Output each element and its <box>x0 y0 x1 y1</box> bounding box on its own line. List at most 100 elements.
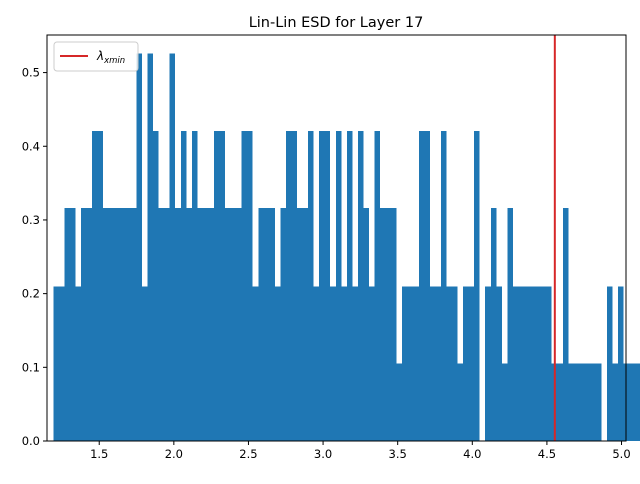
histogram-bar <box>75 286 82 441</box>
histogram-bar <box>391 208 397 441</box>
histogram-bar <box>197 208 203 441</box>
histogram-bar <box>247 130 253 441</box>
x-tick-label: 3.0 <box>314 447 332 461</box>
x-tick-label: 2.5 <box>239 447 257 461</box>
histogram-bar <box>612 363 619 441</box>
histogram-bar <box>64 208 71 441</box>
histogram-bar <box>213 130 220 441</box>
histogram-bar <box>86 208 93 441</box>
histogram-bar <box>584 363 591 441</box>
histogram-bar <box>103 208 109 441</box>
histogram-bar <box>297 208 303 441</box>
histogram-bar <box>573 363 580 441</box>
histogram-bar <box>518 286 525 441</box>
histogram-bar <box>413 286 419 441</box>
histogram-bar <box>496 286 502 441</box>
histogram-bar <box>352 286 358 441</box>
y-tick-label: 0.2 <box>22 287 40 301</box>
histogram-bar <box>108 208 115 441</box>
histogram-bar <box>263 208 270 441</box>
histogram-bar <box>590 363 596 441</box>
histogram-bar <box>374 130 381 441</box>
histogram-bar <box>507 208 513 441</box>
histogram-bar <box>607 286 613 441</box>
histogram-bar <box>164 208 170 441</box>
histogram-bar <box>175 208 181 441</box>
histogram-bar <box>446 286 453 441</box>
histogram-bar <box>435 286 441 441</box>
histogram-bar <box>125 208 131 441</box>
histogram-bar <box>396 363 403 441</box>
histogram-bar <box>618 286 624 441</box>
histogram-bar <box>579 363 585 441</box>
histogram-bar <box>136 53 142 441</box>
histogram-bar <box>463 286 469 441</box>
legend: λxmin <box>53 41 139 72</box>
histogram-bar <box>512 286 519 441</box>
histogram-bar <box>302 208 309 441</box>
histogram-bar <box>540 286 547 441</box>
histogram-bar <box>130 208 137 441</box>
histogram-bar <box>452 286 458 441</box>
histogram-bar <box>53 286 59 441</box>
histogram-bar <box>324 130 331 441</box>
legend-label-subscript: xmin <box>103 56 125 66</box>
legend-label: λxmin <box>96 49 125 66</box>
histogram-bar <box>524 286 530 441</box>
histogram-bar <box>186 208 192 441</box>
y-tick-label: 0.0 <box>22 434 40 448</box>
histogram-bar <box>319 130 325 441</box>
y-tick-label: 0.5 <box>22 66 40 80</box>
histogram-bar <box>236 208 242 441</box>
histogram-bar <box>474 130 480 441</box>
histogram-bar <box>258 208 264 441</box>
histogram-bar <box>241 130 248 441</box>
histogram-bar <box>501 363 508 441</box>
histogram-bar <box>557 363 563 441</box>
histogram-bar <box>141 286 148 441</box>
histogram-bar <box>402 286 408 441</box>
histogram-bar <box>291 130 298 441</box>
histogram-bar <box>269 208 275 441</box>
histogram-bar <box>70 208 76 441</box>
histogram-bar <box>629 363 635 441</box>
histogram-bar <box>385 208 392 441</box>
histogram-bar <box>418 130 425 441</box>
histogram-bar <box>490 208 497 441</box>
x-tick-label: 4.5 <box>538 447 556 461</box>
histogram-bar <box>357 130 364 441</box>
histogram-bar <box>346 130 353 441</box>
histogram-bar <box>562 208 569 441</box>
histogram-bar <box>114 208 120 441</box>
histogram-bar <box>119 208 126 441</box>
histogram-bar <box>341 286 347 441</box>
histogram-bar <box>535 286 541 441</box>
histogram-bar <box>97 130 104 441</box>
histogram-bar <box>219 130 226 441</box>
histogram-bar <box>81 208 87 441</box>
histogram-bar <box>363 208 369 441</box>
histogram-bar <box>485 286 491 441</box>
histogram-bar <box>153 130 159 441</box>
histogram-bar <box>380 208 386 441</box>
x-tick-label: 2.0 <box>165 447 183 461</box>
y-axis: 0.0 0.1 0.2 0.3 0.4 0.5 <box>22 66 47 448</box>
histogram-bar <box>634 363 640 441</box>
histogram-bar <box>230 208 237 441</box>
histogram-bar <box>546 286 552 441</box>
histogram-bar <box>202 208 209 441</box>
legend-label-symbol: λ <box>96 49 104 63</box>
histogram-bar <box>440 130 447 441</box>
x-tick-label: 4.0 <box>463 447 481 461</box>
histogram-bar <box>92 130 98 441</box>
histogram-bar <box>313 286 320 441</box>
chart-title: Lin-Lin ESD for Layer 17 <box>249 15 424 31</box>
histogram-bar <box>529 286 536 441</box>
histogram-bar <box>225 208 231 441</box>
histogram-bar <box>429 286 436 441</box>
histogram-bar <box>208 208 214 441</box>
histogram-bar <box>169 53 176 441</box>
y-tick-label: 0.4 <box>22 139 40 153</box>
histogram-bar <box>308 130 314 441</box>
x-tick-label: 1.5 <box>90 447 108 461</box>
